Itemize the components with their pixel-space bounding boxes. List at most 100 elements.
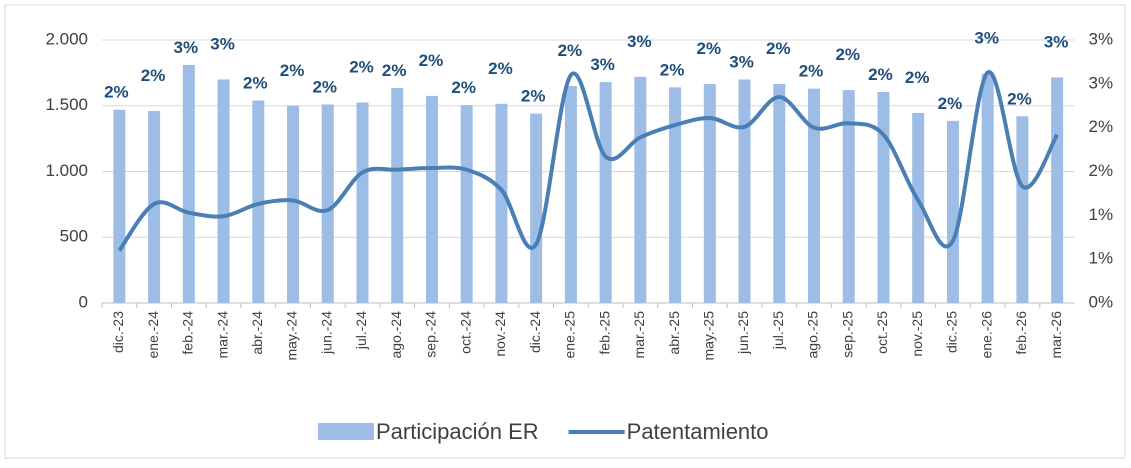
bar [1051, 77, 1064, 303]
bar [738, 79, 751, 303]
x-tick-label: ene.-24 [145, 311, 161, 359]
bar [981, 73, 994, 303]
bar [252, 100, 265, 304]
x-tick-label: feb.-24 [180, 311, 196, 355]
y2-tick-label: 1% [1089, 205, 1114, 224]
bar-label: 2% [488, 59, 513, 78]
bar-label: 2% [1007, 89, 1032, 108]
bar-label: 2% [349, 57, 374, 76]
bar [356, 102, 369, 304]
bar-label: 2% [104, 83, 129, 102]
y-tick-label: 1.000 [45, 161, 88, 180]
bar-label: 2% [280, 61, 305, 80]
bar-label: 3% [627, 32, 652, 51]
x-tick-label: ago.-24 [388, 311, 404, 359]
x-tick-label: feb.-26 [1013, 311, 1029, 355]
x-tick-label: jun.-24 [318, 311, 334, 355]
bar-label: 2% [868, 65, 893, 84]
bar [773, 84, 786, 304]
y2-tick-label: 0% [1089, 292, 1114, 311]
y-tick-label: 500 [60, 227, 88, 246]
x-tick-label: may.-25 [701, 311, 717, 361]
x-tick-label: abr.-25 [666, 311, 682, 355]
x-tick-label: may.-24 [284, 311, 300, 361]
x-tick-label: dic.-23 [110, 311, 126, 353]
x-tick-label: jun.-25 [735, 311, 751, 355]
x-tick-label: mar.-24 [214, 311, 230, 359]
bar [703, 84, 716, 304]
x-tick-label: nov.-25 [909, 311, 925, 357]
bar-label: 3% [590, 55, 615, 74]
bar-label: 2% [938, 94, 963, 113]
bar-label: 2% [905, 68, 930, 87]
bar [808, 88, 821, 303]
y2-tick-label: 2% [1089, 161, 1114, 180]
bar [530, 113, 543, 303]
x-tick-label: feb.-25 [596, 311, 612, 355]
y-tick-label: 0 [79, 292, 88, 311]
bar [634, 76, 647, 303]
x-tick-label: sep.-25 [839, 311, 855, 358]
bar-label: 2% [799, 62, 824, 81]
bar-label: 2% [558, 41, 583, 60]
bar-label: 2% [766, 39, 791, 58]
bar-label: 2% [835, 45, 860, 64]
x-tick-label: abr.-24 [249, 311, 265, 355]
bar [946, 120, 959, 303]
bar-label: 3% [729, 52, 754, 71]
bar-label: 2% [419, 51, 444, 70]
bar [217, 79, 230, 303]
x-tick-label: dic.-25 [944, 311, 960, 353]
y2-tick-label: 3% [1089, 73, 1114, 92]
x-tick-label: jul.-25 [770, 311, 786, 350]
bar [391, 87, 404, 303]
x-tick-label: sep.-24 [423, 311, 439, 358]
bar [425, 95, 438, 303]
bar [460, 105, 473, 303]
bar [113, 109, 126, 303]
x-tick-label: dic.-24 [527, 311, 543, 353]
x-tick-label: ene.-26 [978, 311, 994, 359]
bar-label: 2% [382, 61, 407, 80]
x-tick-label: nov.-24 [492, 311, 508, 357]
y2-tick-label: 1% [1089, 249, 1114, 268]
bar-label: 2% [697, 39, 722, 58]
bar-label: 3% [210, 34, 235, 53]
legend-swatch [318, 423, 374, 440]
bar [912, 112, 925, 303]
bar-label: 3% [974, 29, 999, 48]
y-tick-label: 2.000 [45, 29, 88, 48]
legend-label: Participación ER [376, 419, 539, 444]
bar [495, 103, 508, 303]
bar-label: 2% [243, 73, 268, 92]
bar-label: 3% [174, 38, 199, 57]
x-tick-label: mar.-25 [631, 311, 647, 359]
bar [182, 64, 195, 303]
x-tick-label: ene.-25 [562, 311, 578, 359]
y2-tick-label: 2% [1089, 117, 1114, 136]
x-tick-label: oct.-25 [874, 311, 890, 354]
x-tick-label: oct.-24 [457, 311, 473, 354]
bar [842, 89, 855, 303]
bar-label: 2% [521, 87, 546, 106]
y-tick-label: 1.500 [45, 95, 88, 114]
bar [1016, 116, 1029, 304]
bar [148, 111, 161, 303]
bar-label: 2% [660, 60, 685, 79]
y2-tick-label: 3% [1089, 29, 1114, 48]
bar [321, 104, 334, 303]
x-tick-label: ago.-25 [805, 311, 821, 359]
bar [287, 105, 300, 303]
bar-label: 2% [451, 78, 476, 97]
bar [669, 87, 682, 303]
bar [877, 91, 890, 303]
x-tick-label: jul.-24 [353, 311, 369, 350]
line [117, 70, 1059, 252]
x-tick-label: mar.-26 [1048, 311, 1064, 359]
bar [599, 82, 612, 303]
bar-label: 2% [312, 77, 337, 96]
bar-label: 3% [1044, 32, 1069, 51]
bar [564, 86, 577, 304]
bar-label: 2% [141, 66, 166, 85]
